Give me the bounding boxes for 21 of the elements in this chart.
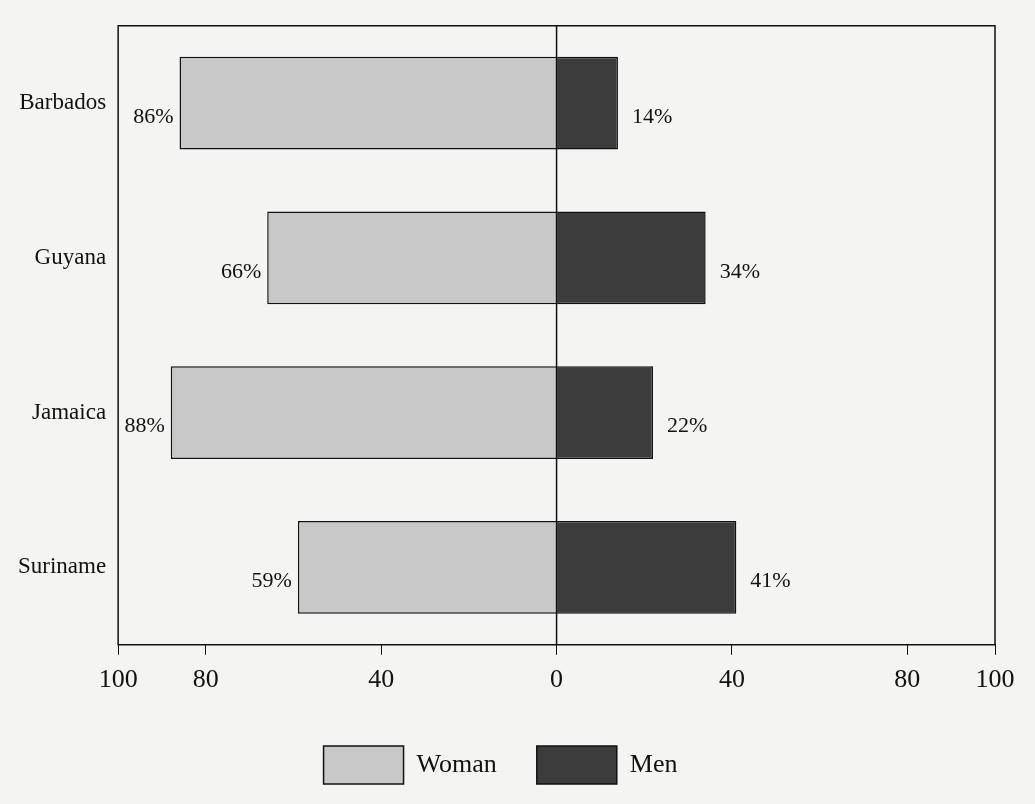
x-tick-label: 100 [98, 664, 138, 694]
data-label: 86% [133, 102, 174, 128]
data-label: 22% [667, 412, 708, 438]
x-tick-label: 40 [368, 664, 395, 694]
y-tick-label: Guyana [34, 243, 107, 269]
y-tick-label: Barbados [19, 89, 107, 115]
y-tick-label: Suriname [17, 553, 107, 579]
x-tick-label: 0 [550, 664, 564, 694]
x-tick-label: 80 [894, 664, 921, 694]
data-label: 59% [251, 567, 292, 593]
data-label: 14% [631, 102, 673, 128]
data-label: 34% [719, 257, 760, 283]
data-label: 41% [750, 567, 791, 593]
legend-label: Men [629, 748, 678, 778]
data-label: 66% [220, 257, 262, 283]
legend-label: Woman [416, 748, 497, 778]
x-tick-label: 40 [718, 664, 745, 694]
y-tick-label: Jamaica [32, 398, 107, 424]
x-tick-label: 100 [975, 664, 1015, 694]
x-tick-label: 80 [192, 664, 219, 694]
data-label: 88% [124, 412, 165, 438]
